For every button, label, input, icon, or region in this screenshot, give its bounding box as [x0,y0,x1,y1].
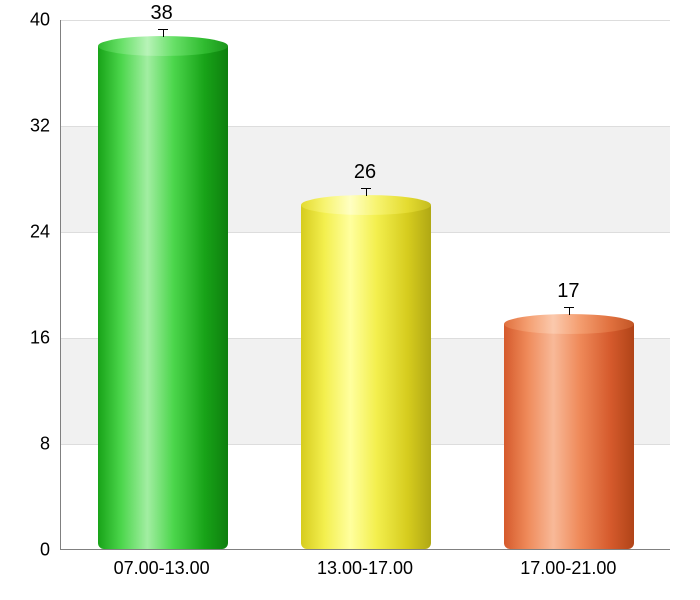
y-tick-label: 40 [10,10,50,31]
y-tick-label: 32 [10,116,50,137]
bar-body [98,46,228,550]
error-whisker-cap [158,29,168,30]
chart-container: 0 8 16 24 32 40 38 07.00-13.00 26 13.00-17.00 17 17… [0,0,700,600]
bar-cap [98,36,228,56]
error-whisker-cap [361,188,371,189]
bar-value-label: 38 [151,2,173,25]
bar-value-label: 17 [557,280,579,303]
y-tick-label: 16 [10,328,50,349]
bar [301,205,431,550]
x-tick-label: 17.00-21.00 [520,558,616,579]
bar-body [504,324,634,549]
y-tick-label: 0 [10,540,50,561]
error-whisker [569,307,570,315]
bar-cap [301,195,431,215]
x-tick-label: 07.00-13.00 [114,558,210,579]
bar [504,324,634,549]
x-tick-label: 13.00-17.00 [317,558,413,579]
y-tick-label: 24 [10,222,50,243]
bar-body [301,205,431,550]
bar-value-label: 26 [354,161,376,184]
bar [98,46,228,550]
error-whisker [163,29,164,37]
bar-cap [504,314,634,334]
y-tick-label: 8 [10,434,50,455]
error-whisker [366,188,367,196]
error-whisker-cap [564,307,574,308]
